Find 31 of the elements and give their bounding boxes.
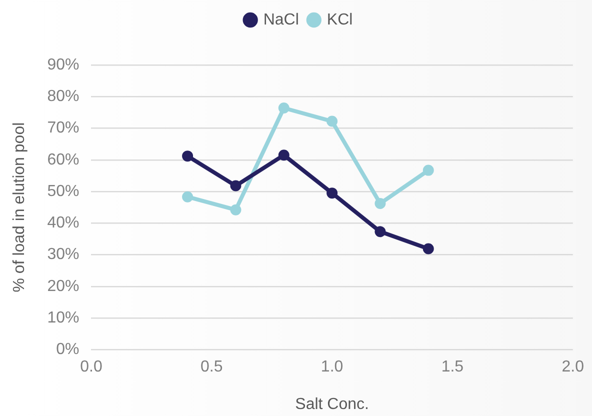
y-axis-title: % of load in elution pool bbox=[11, 122, 28, 292]
point bbox=[326, 188, 338, 199]
x-tick-label: 0.5 bbox=[200, 358, 223, 376]
point bbox=[422, 243, 434, 254]
point bbox=[230, 204, 242, 216]
y-tick-label: 10% bbox=[47, 309, 80, 326]
point bbox=[326, 116, 338, 127]
point bbox=[182, 150, 194, 162]
y-tick-label: 40% bbox=[47, 214, 80, 232]
point bbox=[374, 226, 386, 238]
point bbox=[278, 150, 290, 161]
point bbox=[278, 102, 290, 114]
x-tick-label: 1.0 bbox=[320, 358, 344, 376]
x-tick-label: 1.5 bbox=[441, 358, 464, 376]
y-tick-label: 60% bbox=[47, 151, 80, 168]
x-tick-label: 0.0 bbox=[80, 358, 102, 376]
y-tick-label: 50% bbox=[47, 182, 80, 200]
x-axis-title: Salt Conc. bbox=[295, 396, 369, 413]
point bbox=[422, 164, 434, 176]
legend-label: NaCl bbox=[263, 11, 299, 28]
y-tick-label: 20% bbox=[47, 278, 80, 295]
legend-label: KCl bbox=[326, 11, 353, 28]
y-tick-label: 30% bbox=[47, 246, 80, 264]
point bbox=[182, 191, 194, 202]
x-tick-label: 2.0 bbox=[562, 358, 584, 376]
y-tick-label: 80% bbox=[47, 88, 80, 106]
y-tick-label: 0% bbox=[56, 341, 80, 358]
y-tick-label: 90% bbox=[47, 56, 80, 74]
point bbox=[374, 198, 386, 210]
point bbox=[230, 180, 242, 192]
y-tick-label: 70% bbox=[47, 120, 80, 137]
